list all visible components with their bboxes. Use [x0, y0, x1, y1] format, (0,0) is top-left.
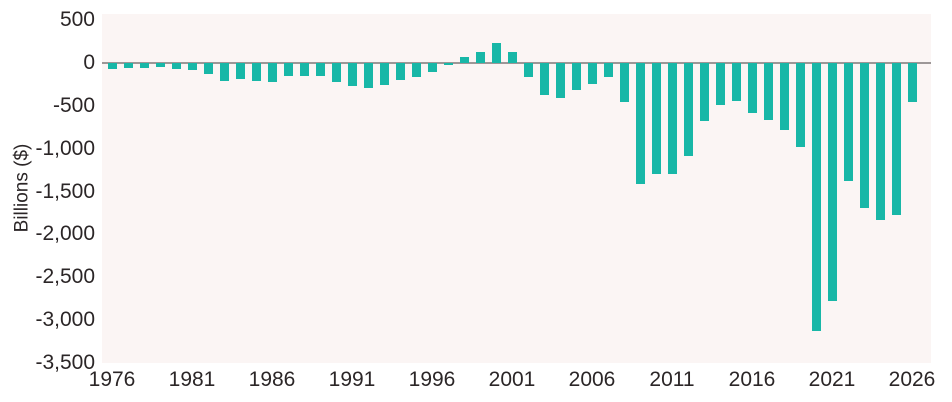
- x-tick-label-1981: 1981: [168, 368, 216, 391]
- bar-2005: [571, 63, 581, 91]
- bar-1976: [107, 63, 117, 70]
- bar-2015: [731, 63, 741, 101]
- bar-2014: [715, 63, 725, 105]
- x-tick-label-2006: 2006: [568, 368, 616, 391]
- bar-2008: [619, 63, 629, 103]
- bar-2004: [555, 63, 565, 99]
- bar-1998: [459, 57, 469, 63]
- x-tick-label-2011: 2011: [649, 368, 695, 391]
- bar-1980: [171, 63, 181, 70]
- bar-2020: [811, 63, 821, 332]
- bar-2010: [651, 63, 661, 174]
- x-tick-label-2021: 2021: [808, 368, 856, 391]
- bar-2002: [523, 63, 533, 77]
- bar-2022: [843, 63, 853, 181]
- y-tick-label--3500: -3,500: [35, 350, 95, 374]
- bar-1992: [363, 63, 373, 88]
- bar-1993: [379, 63, 389, 85]
- x-tick-label-2001: 2001: [488, 368, 536, 391]
- bar-1982: [203, 63, 213, 74]
- bar-1986: [267, 63, 277, 82]
- bar-2013: [699, 63, 709, 122]
- x-tick-label-2026: 2026: [888, 368, 936, 391]
- y-tick-label--1000: -1,000: [35, 136, 95, 160]
- bar-2007: [603, 63, 613, 77]
- bar-2012: [683, 63, 693, 157]
- y-tick-label--3000: -3,000: [35, 308, 95, 332]
- bar-1997: [443, 63, 453, 65]
- bar-1983: [219, 63, 229, 81]
- bar-2009: [635, 63, 645, 185]
- bar-2011: [667, 63, 677, 175]
- bar-2016: [747, 63, 757, 114]
- x-tick-label-1991: 1991: [328, 368, 376, 391]
- bar-1981: [187, 63, 197, 70]
- bar-1977: [123, 63, 133, 68]
- bar-1990: [331, 63, 341, 82]
- x-tick-label-1996: 1996: [408, 368, 456, 391]
- y-tick-label--500: -500: [52, 93, 95, 117]
- bar-1978: [139, 63, 149, 69]
- y-tick-label-0: 0: [83, 51, 95, 74]
- y-tick-label--2500: -2,500: [35, 265, 95, 289]
- bar-2006: [587, 63, 597, 85]
- bar-1987: [283, 63, 293, 76]
- bar-2026: [907, 63, 917, 102]
- y-tick-label-500: 500: [59, 8, 95, 32]
- bar-1999: [475, 52, 485, 63]
- bar-1989: [315, 63, 325, 77]
- bars-container: [102, 14, 931, 363]
- bar-1984: [235, 63, 245, 79]
- zero-axis-line: [102, 62, 931, 64]
- bar-2000: [491, 42, 501, 63]
- bar-1995: [411, 63, 421, 78]
- bar-1994: [395, 63, 405, 81]
- x-tick-label-1976: 1976: [88, 368, 136, 391]
- x-axis-tick-labels: 1976 1981 1986 1991 1996 2001 2006 2011 2016 2021…: [0, 368, 952, 398]
- bar-1996: [427, 63, 437, 73]
- bar-2003: [539, 63, 549, 96]
- bar-1988: [299, 63, 309, 77]
- bar-1985: [251, 63, 261, 82]
- bar-2017: [763, 63, 773, 120]
- y-tick-label--1500: -1,500: [35, 179, 95, 203]
- y-axis-tick-labels: 500 0 -500 -1,000 -1,500 -2,000 -2,500 -3,000 -3…: [0, 0, 95, 402]
- bar-2021: [827, 63, 837, 301]
- bar-2023: [859, 63, 869, 209]
- bar-2001: [507, 52, 517, 63]
- bar-2025: [891, 63, 901, 216]
- bar-1991: [347, 63, 357, 87]
- plot-area: [102, 14, 931, 363]
- bar-2018: [779, 63, 789, 130]
- bar-1979: [155, 63, 165, 67]
- bar-2024: [875, 63, 885, 221]
- x-tick-label-2016: 2016: [728, 368, 776, 391]
- y-tick-label--2000: -2,000: [35, 222, 95, 246]
- x-tick-label-1986: 1986: [248, 368, 296, 391]
- bar-2019: [795, 63, 805, 148]
